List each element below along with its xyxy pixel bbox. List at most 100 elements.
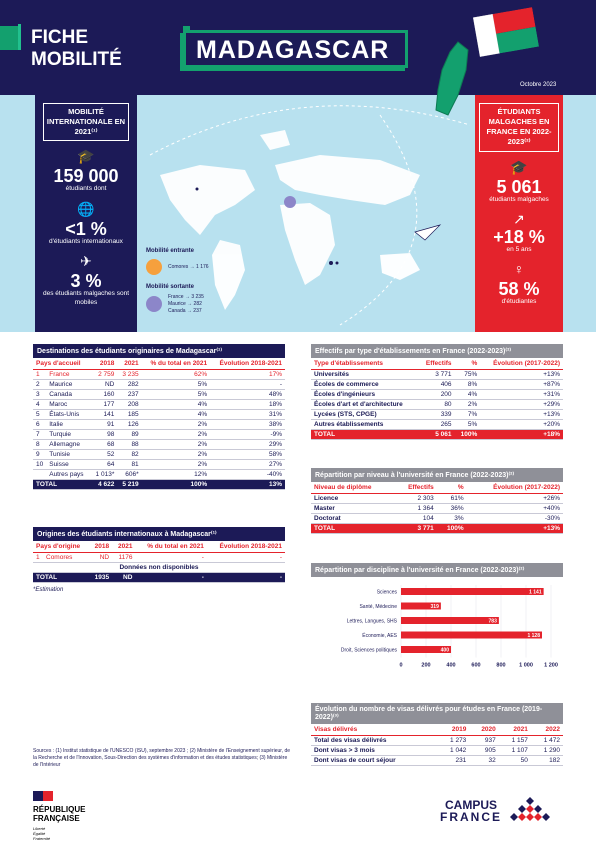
value-cell: 406 [418,379,455,390]
value-cell: +20% [480,419,563,430]
table-row: Lycées (STS, CPGE) 339 7% +13% [311,409,563,420]
row-label: Écoles d'ingénieurs [311,389,419,400]
total-label: TOTAL [311,523,395,534]
value-cell: 50 [498,755,531,766]
value-cell: - [210,379,285,390]
col-header: 2021 [498,724,531,736]
rank-cell: 1 [33,369,47,380]
entrante-title: Mobilité entrante [146,248,195,254]
value-cell: 17% [210,369,285,380]
value-cell: ND [88,552,113,563]
value-cell: 177 [90,399,118,410]
total-cell: - [135,572,207,583]
table-row: 3 Canada 160 237 5% 48% [33,389,285,400]
value-cell: -30% [466,513,563,524]
value-cell: 82 [117,449,142,460]
col-header: Pays d'accueil [33,358,91,370]
value-cell: 62% [141,369,211,380]
bar-value-label: 1 128 [527,633,540,639]
madagascar-flag-icon [472,7,540,57]
sortante-title: Mobilité sortante [146,284,195,290]
value-cell: 88 [117,439,142,450]
value-cell: 905 [469,745,499,756]
visas-title: Évolution du nombre de visas délivrés po… [311,703,563,724]
sortante-item: Maurice → 282 [168,300,202,307]
destinations-table: Pays d'accueil 2018 2021 % du total en 2… [33,358,285,490]
value-cell: +40% [466,503,563,514]
country-cell: Autres pays [46,469,91,480]
value-cell: 1 273 [437,735,470,746]
total-cell: - [206,572,285,583]
value-cell: 12% [141,469,211,480]
total-label: TOTAL [33,572,89,583]
row-label: Écoles de commerce [311,379,419,390]
table-row: 2 Maurice ND 282 5% - [33,379,285,390]
col-header: Pays d'origine [33,541,89,553]
value-cell: 1 472 [530,735,563,746]
female-icon: ♀ [513,261,525,278]
row-label: Universités [311,369,419,380]
rank-cell: 9 [33,449,47,460]
right-stats-panel: ÉTUDIANTS MALGACHES EN FRANCE EN 2022-20… [475,95,563,332]
paper-plane-icon: ✈ [80,253,92,270]
left-stat2-text: d'étudiants internationaux [49,237,123,245]
value-cell: 208 [117,399,142,410]
total-cell: 100% [454,429,481,440]
left-panel-label: MOBILITÉ INTERNATIONALE EN 2021⁽¹⁾ [43,103,129,142]
value-cell: 7% [454,409,481,420]
value-cell: 61% [436,493,467,504]
sources-note: Sources : (1) Institut statistique de l'… [33,748,291,768]
country-cell: Canada [46,389,91,400]
table-row: Licence 2 303 61% +26% [311,493,563,504]
destinations-section: Destinations des étudiants originaires d… [33,344,285,490]
effectifs-section: Effectifs par type d'établissements en F… [311,344,563,440]
country-cell: Suisse [46,459,91,470]
rank-cell: 8 [33,439,47,450]
category-label: Sciences [377,590,398,596]
col-header: Effectifs [418,358,455,370]
value-cell: -40% [210,469,285,480]
bar [401,602,441,610]
value-cell: 3 235 [117,369,142,380]
value-cell: 80 [418,399,455,410]
value-cell: 2 759 [90,369,118,380]
table-row: 1 France 2 759 3 235 62% 17% [33,369,285,380]
sortante-item: Canada → 237 [168,307,202,314]
row-label: Lycées (STS, CPGE) [311,409,419,420]
value-cell: 3% [436,513,467,524]
country-cell: Maurice [46,379,91,390]
world-map-icon [149,105,471,326]
visas-section: Évolution du nombre de visas délivrés po… [311,703,563,766]
col-header: % [436,482,467,494]
left-stats-panel: MOBILITÉ INTERNATIONALE EN 2021⁽¹⁾ 🎓 159… [35,95,137,332]
value-cell: 58% [210,449,285,460]
country-cell: Tunisie [46,449,91,460]
col-header: 2021 [112,541,136,553]
value-cell: +87% [480,379,563,390]
value-cell: 339 [418,409,455,420]
category-label: Santé, Médecine [359,604,397,610]
col-header: 2018 [88,541,113,553]
x-tick-label: 400 [446,663,455,669]
map-legend: Mobilité entrante Comores → 1 176 Mobili… [146,248,209,314]
col-header: 2020 [469,724,499,736]
right-stat1-value: 5 061 [496,176,542,197]
left-stat3-text: des étudiants malgaches sont mobiles [43,290,129,306]
total-cell: 100% [436,523,467,534]
country-cell: Maroc [46,399,91,410]
table-row: Écoles d'art et d'architecture 80 2% +29% [311,399,563,410]
rank-cell: 2 [33,379,47,390]
value-cell: 98 [90,429,118,440]
value-cell: 36% [436,503,467,514]
x-tick-label: 1 200 [544,663,558,669]
total-cell: 3 771 [394,523,437,534]
value-cell: 104 [394,513,437,524]
value-cell: 265 [418,419,455,430]
total-label: TOTAL [311,429,419,440]
destinations-title: Destinations des étudiants originaires d… [33,344,285,358]
col-header: % du total en 2021 [141,358,211,370]
bar [401,631,542,639]
rank-cell: 10 [33,459,47,470]
rank-cell: 5 [33,409,47,420]
value-cell: 2% [141,449,211,460]
